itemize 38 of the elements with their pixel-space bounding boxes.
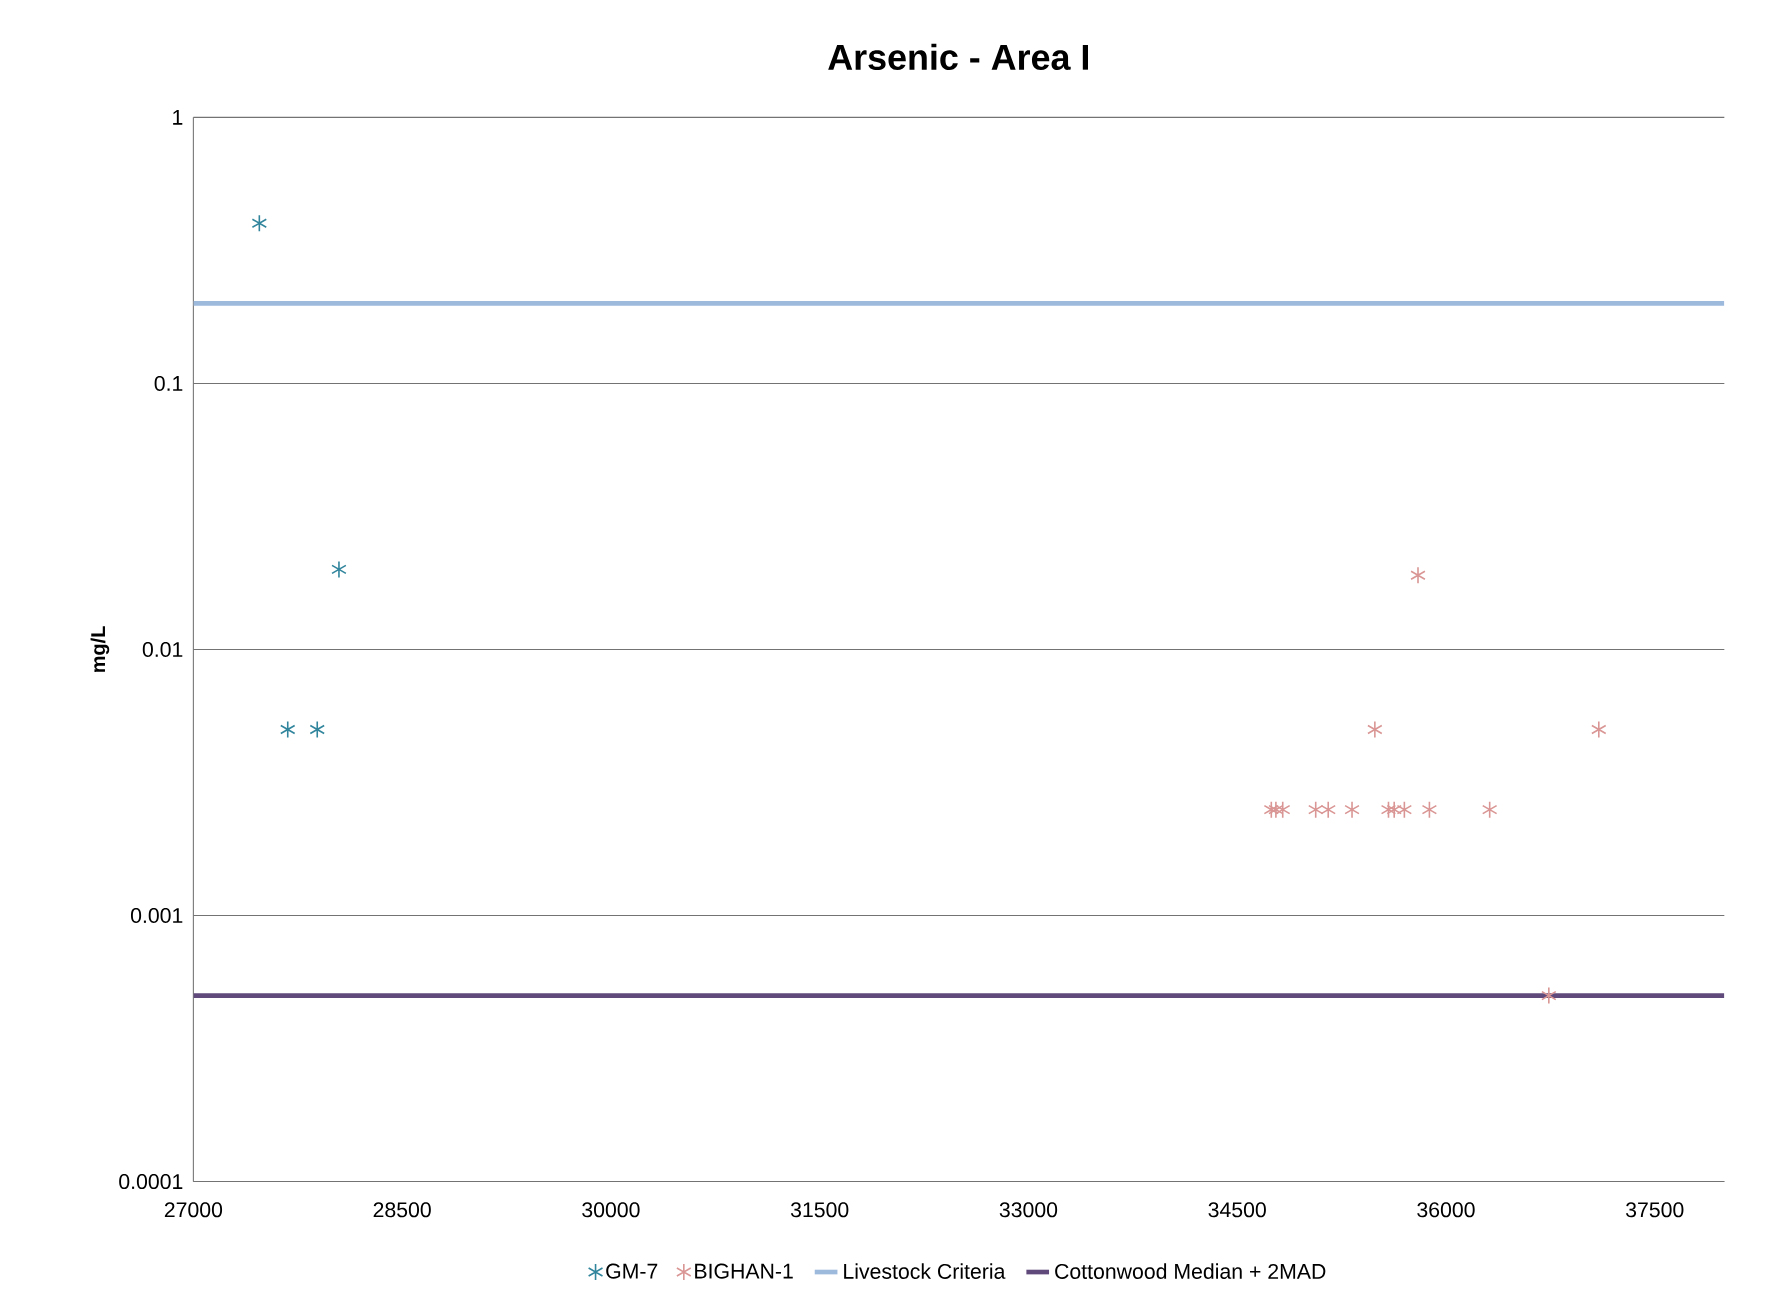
point bbox=[1386, 800, 1402, 819]
point bbox=[1396, 800, 1413, 819]
legend-label: BIGHAN-1 bbox=[695, 1263, 793, 1279]
point bbox=[1268, 800, 1284, 819]
legend-label: Livestock Criteria bbox=[844, 1263, 1006, 1279]
x-tick-label: 34500 bbox=[1208, 1202, 1266, 1218]
x-tick-label: 33000 bbox=[999, 1202, 1058, 1218]
x-tick-label: 28500 bbox=[373, 1202, 431, 1218]
point bbox=[1421, 800, 1438, 819]
point bbox=[1320, 800, 1336, 819]
point bbox=[1367, 720, 1383, 739]
y-tick-label: 0.001 bbox=[130, 908, 183, 924]
point bbox=[1307, 800, 1324, 819]
point bbox=[1274, 800, 1291, 819]
point bbox=[1380, 800, 1397, 819]
x-tick-label: 27000 bbox=[164, 1202, 223, 1218]
x-tick-label: 36000 bbox=[1417, 1202, 1475, 1218]
point bbox=[331, 560, 347, 579]
chart-title: Arsenic - Area I bbox=[828, 43, 1088, 71]
point bbox=[1591, 720, 1607, 739]
y-axis-title: mg/L bbox=[90, 626, 110, 672]
point bbox=[1410, 566, 1426, 585]
y-tick-label: 0.01 bbox=[142, 641, 183, 658]
x-tick-label: 31500 bbox=[790, 1202, 849, 1218]
point bbox=[251, 214, 268, 233]
legend-label: GM-7 bbox=[606, 1263, 658, 1279]
x-tick-label: 30000 bbox=[582, 1202, 640, 1218]
point bbox=[1344, 800, 1360, 819]
point bbox=[1263, 800, 1280, 819]
y-tick-label: 0.0001 bbox=[119, 1174, 183, 1190]
y-tick-label: 1 bbox=[173, 110, 183, 125]
x-tick-label: 37500 bbox=[1626, 1202, 1684, 1218]
y-tick-label: 0.1 bbox=[154, 375, 183, 391]
point bbox=[309, 720, 325, 739]
legend-label: Cottonwood Median + 2MAD bbox=[1055, 1263, 1326, 1279]
point bbox=[1481, 800, 1498, 819]
point bbox=[280, 720, 296, 739]
point bbox=[1541, 986, 1557, 1005]
